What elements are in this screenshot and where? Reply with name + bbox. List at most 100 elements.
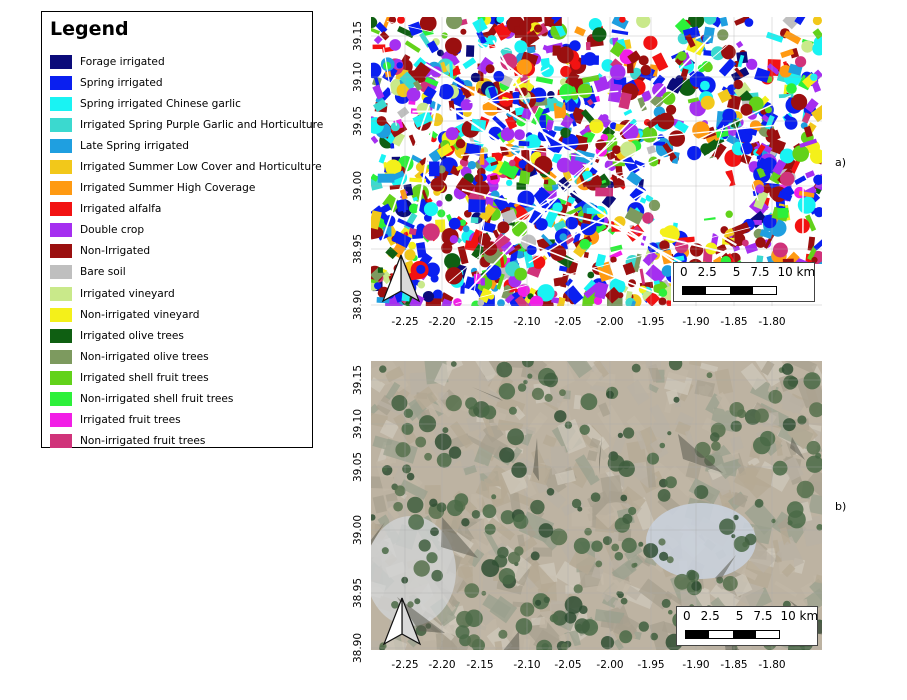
y-tick-label: 39.00 [352, 514, 364, 546]
north-arrow-icon [382, 596, 422, 650]
x-tick-label: -1.90 [682, 659, 710, 671]
scale-bar-ruler [682, 286, 777, 295]
legend-title: Legend [50, 18, 129, 40]
scale-bar-label: 0 [683, 609, 691, 623]
y-tick-label: 38.90 [352, 632, 364, 664]
legend-label: Non-irrigated olive trees [80, 350, 209, 363]
classification-mosaic [371, 17, 822, 306]
x-tick-label: -2.05 [554, 316, 582, 328]
scale-bar-label: 7.5 [750, 265, 770, 279]
legend-swatch [50, 202, 72, 217]
legend-item: Irrigated shell fruit trees [50, 367, 323, 388]
legend-item: Irrigated fruit trees [50, 410, 323, 431]
y-tick-label: 39.05 [352, 451, 364, 483]
legend-swatch [50, 392, 72, 407]
scale-bar-label: 7.5 [753, 609, 773, 623]
y-tick-label: 39.15 [352, 20, 364, 52]
panel-label-b: b) [835, 500, 847, 513]
legend-item: Spring irrigated [50, 72, 323, 93]
y-tick-label: 38.95 [352, 233, 364, 265]
legend-label: Irrigated Spring Purple Garlic and Horti… [80, 118, 324, 131]
north-arrow-icon [381, 253, 421, 307]
scale-bar: 0 2.5 5 7.5 10 km [673, 262, 815, 302]
x-tick-label: -1.90 [682, 316, 710, 328]
legend-label: Irrigated Summer Low Cover and Horticult… [80, 161, 322, 174]
scale-bar-segment [752, 287, 776, 294]
legend-item: Irrigated Summer High Coverage [50, 178, 323, 199]
legend-swatch [50, 413, 72, 428]
y-tick-label: 39.15 [352, 364, 364, 396]
x-tick-label: -1.80 [758, 316, 786, 328]
scale-bar-segment [683, 287, 707, 294]
legend-label: Irrigated alfalfa [80, 203, 162, 216]
x-tick-label: -2.10 [513, 659, 541, 671]
legend-swatch [50, 117, 72, 132]
legend-swatch [50, 286, 72, 301]
legend-item: Late Spring irrigated [50, 135, 323, 156]
legend-item: Non-Irrigated [50, 241, 323, 262]
legend-label: Forage irrigated [80, 55, 165, 68]
satellite-mosaic [371, 361, 822, 650]
scale-bar-label: 2.5 [700, 609, 720, 623]
legend-label: Double crop [80, 224, 145, 237]
scale-bar-segment [732, 631, 756, 638]
legend: Legend Forage irrigated Spring irrigated S… [41, 11, 323, 449]
legend-swatch [50, 349, 72, 364]
legend-item: Irrigated Spring Purple Garlic and Horti… [50, 114, 323, 135]
x-tick-label: -2.00 [596, 316, 624, 328]
x-tick-label: -2.05 [554, 659, 582, 671]
legend-item: Irrigated alfalfa [50, 199, 323, 220]
x-tick-label: -2.25 [391, 316, 419, 328]
y-tick-label: 39.05 [352, 105, 364, 137]
legend-label: Irrigated olive trees [80, 329, 184, 342]
legend-item: Spring irrigated Chinese garlic [50, 93, 323, 114]
x-tick-label: -2.15 [466, 316, 494, 328]
legend-item: Forage irrigated [50, 51, 323, 72]
legend-label: Late Spring irrigated [80, 139, 190, 152]
scale-bar-label: 0 [680, 265, 688, 279]
legend-swatch [50, 307, 72, 322]
scale-bar-segment [755, 631, 779, 638]
scale-bar-segment [729, 287, 753, 294]
x-tick-label: -2.10 [513, 316, 541, 328]
legend-label: Irrigated vineyard [80, 287, 175, 300]
legend-swatch [50, 370, 72, 385]
legend-label: Non-Irrigated [80, 245, 151, 258]
x-tick-label: -2.20 [428, 316, 456, 328]
legend-label: Non-irrigated shell fruit trees [80, 393, 234, 406]
scale-bar-segment [706, 287, 730, 294]
x-tick-label: -1.95 [637, 316, 665, 328]
legend-label: Non-irrigated vineyard [80, 308, 200, 321]
legend-item: Irrigated vineyard [50, 283, 323, 304]
legend-item: Irrigated Summer Low Cover and Horticult… [50, 156, 323, 177]
legend-swatch [50, 160, 72, 175]
y-tick-label: 38.95 [352, 577, 364, 609]
scale-bar-label: 5 [732, 265, 741, 279]
x-tick-label: -1.85 [720, 316, 748, 328]
legend-item: Non-irrigated shell fruit trees [50, 389, 323, 410]
legend-swatch [50, 328, 72, 343]
scale-bar-label: 2.5 [697, 265, 717, 279]
legend-swatch [50, 138, 72, 153]
scale-bar-segment [709, 631, 733, 638]
y-tick-label: 38.90 [352, 289, 364, 321]
legend-label: Spring irrigated [80, 76, 163, 89]
scale-bar: 0 2.5 5 7.5 10 km [676, 606, 818, 646]
legend-swatch [50, 96, 72, 111]
scale-bar-label: 10 km [777, 265, 816, 279]
legend-label: Bare soil [80, 266, 126, 279]
legend-item: Non-irrigated olive trees [50, 346, 323, 367]
legend-label: Irrigated Summer High Coverage [80, 182, 256, 195]
legend-swatch [50, 54, 72, 69]
legend-swatch [50, 265, 72, 280]
x-tick-label: -2.15 [466, 659, 494, 671]
y-tick-label: 39.10 [352, 408, 364, 440]
legend-swatch [50, 181, 72, 196]
legend-item: Non-irrigated fruit trees [50, 431, 323, 452]
y-tick-label: 39.10 [352, 61, 364, 93]
x-tick-label: -2.20 [428, 659, 456, 671]
legend-list: Forage irrigated Spring irrigated Spring i… [50, 51, 323, 452]
classification-map [371, 17, 822, 306]
y-tick-label: 39.00 [352, 170, 364, 202]
legend-item: Double crop [50, 220, 323, 241]
